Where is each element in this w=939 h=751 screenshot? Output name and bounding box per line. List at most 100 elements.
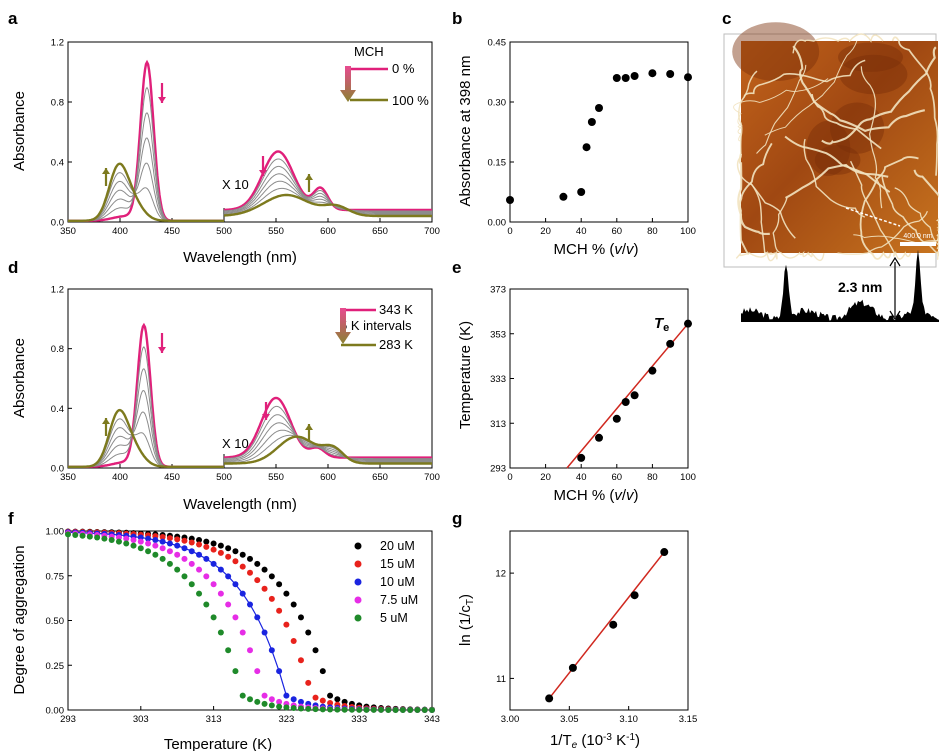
afm-fiber: [821, 46, 937, 145]
d-spectrum-vis-0: [223, 396, 432, 459]
panel-f-point-4: [196, 590, 203, 597]
afm-scale-label: 400.0 nm: [903, 233, 932, 240]
panel-f-point-4: [254, 698, 261, 705]
panel-a-ylabel: Absorbance: [11, 91, 28, 171]
panel-f-point-4: [86, 533, 93, 540]
panel-f-point-4: [268, 702, 275, 709]
panel-b-point: [684, 73, 692, 82]
afm-fiber: [792, 45, 925, 133]
panel-f-point-0: [196, 537, 203, 544]
afm-fiber: [891, 36, 939, 176]
panel-f-point-3: [159, 545, 166, 552]
f-ytick-label: 1.00: [46, 527, 65, 538]
panel-f-point-3: [210, 581, 217, 588]
panel-f-point-3: [145, 540, 152, 547]
f-xtick-label: 303: [133, 714, 149, 725]
e-xtick-label: 60: [612, 472, 623, 483]
afm-fiber: [881, 176, 939, 256]
panel-b-point: [559, 192, 568, 201]
panel-b-xlabel: MCH % (v/v): [554, 241, 639, 258]
d-ytick-label: 0.4: [51, 404, 64, 415]
f-ytick-label: 0.75: [46, 571, 65, 582]
panel-f-point-0: [232, 548, 239, 555]
panel-f-point-4: [297, 705, 304, 712]
panel-f-point-3: [276, 698, 283, 705]
panel-g-point: [660, 548, 669, 557]
afm-fiber: [860, 66, 883, 209]
panel-f-point-4: [378, 706, 385, 713]
panel-f-legend-label-3: 7.5 uM: [380, 593, 418, 607]
panel-f-point-4: [166, 560, 173, 567]
panel-f-point-2: [217, 566, 224, 573]
panel-f-point-1: [210, 546, 217, 553]
panel-f-point-4: [356, 706, 363, 713]
panel-f-point-4: [137, 545, 144, 552]
panel-f-point-2: [203, 555, 210, 562]
panel-f-point-0: [290, 601, 297, 608]
panel-f-point-4: [385, 706, 392, 713]
d-ytick-label: 0.8: [51, 344, 64, 355]
panel-g-fit-line: [548, 551, 665, 699]
panel-d-legend-middle: 5 K intervals: [340, 318, 412, 333]
panel-e-ylabel: Temperature (K): [457, 321, 474, 429]
f-xtick-label: 313: [206, 714, 222, 725]
panel-a-spectra: Absorbance Wavelength (nm) X 10 MCH 0 % …: [11, 38, 440, 267]
a-spectrum-vis-6: [223, 193, 432, 218]
d-spectrum-vis-4: [224, 429, 432, 462]
panel-b-ylabel: Absorbance at 398 nm: [457, 56, 474, 207]
panel-e-point: [666, 339, 675, 348]
panel-f-point-4: [115, 538, 122, 545]
g-xtick-label: 3.15: [679, 714, 698, 725]
a-xtick-label: 650: [372, 226, 388, 237]
afm-height-arrow-head-down: [889, 310, 901, 321]
panel-label-a: a: [8, 9, 18, 28]
panel-d-spectra: Absorbance Wavelength (nm) X 10 343 K 5 …: [11, 285, 440, 514]
b-xtick-label: 0: [507, 226, 512, 237]
d-ytick-label: 0.0: [51, 464, 64, 475]
g-plot-frame: [509, 530, 689, 711]
panel-f-point-2: [152, 537, 159, 544]
panel-f-point-1: [188, 539, 195, 546]
panel-f-point-4: [123, 540, 130, 547]
panel-a-arrow-up-vis-head: [305, 174, 313, 180]
panel-e-point: [684, 319, 692, 328]
panel-e-point: [595, 433, 603, 442]
panel-f-point-4: [72, 532, 79, 539]
a-spectrum-uv-2: [68, 112, 224, 222]
panel-b-point: [612, 74, 621, 82]
panel-f-point-2: [174, 542, 181, 549]
a-spectrum-uv-1: [68, 86, 224, 222]
panel-f-point-2: [276, 668, 283, 675]
d-xtick-label: 350: [60, 472, 76, 483]
panel-f-point-4: [203, 601, 210, 608]
panel-f-point-3: [217, 590, 224, 597]
panel-f-point-4: [210, 614, 217, 621]
panel-f-point-4: [261, 700, 268, 707]
d-xtick-label: 450: [164, 472, 180, 483]
panel-f-point-2: [254, 614, 261, 621]
panel-g-scatter: ln (1/cT) 1/Te (10-3 K-1) 3.00 3.05 3.10 3.…: [457, 530, 698, 751]
panel-f-point-2: [225, 573, 232, 580]
panel-f-point-3: [261, 692, 268, 699]
panel-f-scatter: Degree of aggregation Temperature (K) 29…: [11, 527, 440, 751]
panel-f-point-3: [268, 696, 275, 703]
panel-f-point-2: [268, 647, 275, 654]
panel-e-scatter: Temperature (K) MCH % (v/v) Te 0 20 40 60 80…: [457, 285, 696, 505]
a-xtick-label: 500: [216, 226, 232, 237]
panel-e-xlabel: MCH % (v/v): [554, 487, 639, 504]
panel-f-point-1: [297, 657, 304, 664]
panel-f-point-3: [188, 560, 195, 567]
afm-fiber: [784, 135, 891, 193]
panel-f-point-4: [94, 534, 101, 541]
panel-g-point: [568, 663, 577, 672]
panel-f-point-1: [166, 535, 173, 542]
e-xtick-label: 20: [540, 472, 551, 483]
e-ytick-label: 353: [490, 329, 506, 340]
a-ytick-label: 1.2: [51, 38, 64, 49]
a-ytick-label: 0.0: [51, 218, 64, 229]
panel-b-point: [630, 72, 639, 80]
panel-label-b: b: [452, 9, 462, 28]
panel-label-c: c: [722, 9, 731, 28]
g-xtick-label: 3.10: [619, 714, 638, 725]
panel-f-point-4: [414, 706, 421, 713]
